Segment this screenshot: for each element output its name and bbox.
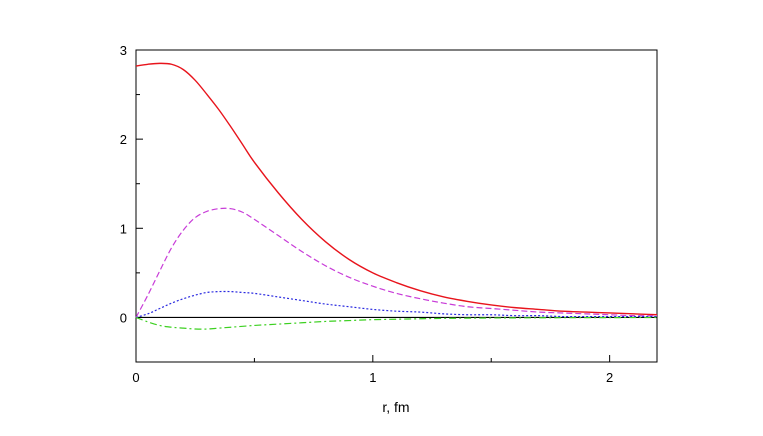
y-tick-label: 0 xyxy=(120,310,127,325)
x-tick-label: 0 xyxy=(132,370,139,385)
tick-label-group: 0 1 2 0 1 2 3 xyxy=(120,43,613,385)
y-tick-label: 2 xyxy=(120,132,127,147)
y-tick-label: 3 xyxy=(120,43,127,58)
series-line-4 xyxy=(135,316,658,330)
series-line-2 xyxy=(135,207,658,318)
x-axis-label: r, fm xyxy=(382,399,409,415)
x-tick-label: 1 xyxy=(369,370,376,385)
x-tick-label: 2 xyxy=(606,370,613,385)
series-group xyxy=(135,62,658,330)
y-tick-label: 1 xyxy=(120,221,127,236)
plot-frame xyxy=(135,49,658,363)
series-line-3 xyxy=(135,290,657,319)
series-line-1 xyxy=(135,62,658,316)
